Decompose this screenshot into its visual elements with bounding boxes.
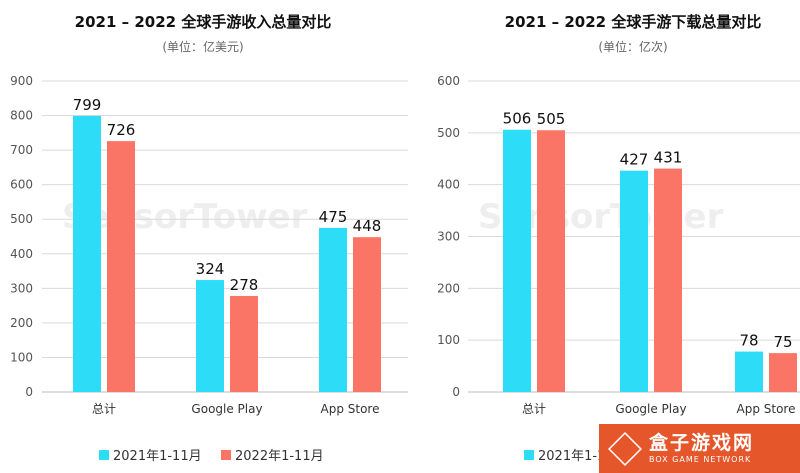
category-label: App Store [737,402,796,416]
logo-cn-text: 盒子游戏网 [649,431,755,454]
bar-2022 [654,168,682,392]
data-label: 475 [319,208,348,226]
bar-2021 [735,351,763,392]
legend-swatch-2021-right [524,450,534,460]
legend-label-2022-left: 2022年1-11月 [235,449,324,464]
legend-swatch-2022-left [221,450,231,460]
watermark-left: SensorTower [62,197,308,237]
data-label: 75 [773,333,792,351]
chart2-title: 2021 – 2022 全球手游下载总量对比 [505,13,762,31]
data-label: 427 [620,151,649,169]
data-label: 726 [107,121,136,139]
data-label: 78 [739,332,758,350]
y-tick-label: 600 [10,178,33,192]
category-label: App Store [321,402,380,416]
y-tick-label: 0 [452,385,460,399]
data-label: 448 [353,217,382,235]
y-tick-label: 400 [437,178,460,192]
y-tick-label: 100 [10,350,33,364]
data-label: 278 [230,276,259,294]
chart1-plot: 0 100 200 300 400 500 600 700 800 900 799 726 总计 324 2… [10,74,408,416]
bar-2021 [196,280,224,392]
bar-2022 [537,130,565,392]
box-game-network-logo: 盒子游戏网 BOX GAME NETWORK [599,424,800,473]
y-tick-label: 200 [437,281,460,295]
chart1-title: 2021 – 2022 全球手游收入总量对比 [75,13,332,31]
category-label: Google Play [191,402,262,416]
bar-2022 [769,353,797,392]
y-tick-label: 500 [437,126,460,140]
data-label: 506 [503,110,532,128]
y-tick-label: 0 [25,385,33,399]
cube-logo-icon [608,431,642,466]
y-tick-label: 100 [437,333,460,347]
y-tick-label: 900 [10,74,33,88]
y-tick-label: 400 [10,247,33,261]
bar-2022 [353,237,381,392]
bar-2022 [230,295,258,392]
category-label: 总计 [522,402,546,416]
logo-en-text: BOX GAME NETWORK [649,454,752,464]
bar-2022 [107,141,135,392]
data-label: 799 [73,96,102,114]
y-tick-label: 300 [437,230,460,244]
y-tick-label: 300 [10,281,33,295]
category-label: 总计 [92,402,116,416]
chart2-subtitle: (单位：亿次) [598,39,667,54]
bar-2021 [319,227,347,392]
category-label: Google Play [615,402,686,416]
y-tick-label: 700 [10,143,33,157]
y-tick-label: 800 [10,109,33,123]
legend-swatch-2021-left [99,450,109,460]
legend-label-2021-left: 2021年1-11月 [113,449,202,464]
chart2-plot: 0 100 200 300 400 500 600 506 505 总计 427 431 Google … [437,74,800,416]
y-tick-label: 200 [10,316,33,330]
y-tick-label: 600 [437,74,460,88]
bar-2021 [620,170,648,392]
data-label: 431 [654,149,683,167]
data-label: 324 [196,260,225,278]
chart1-subtitle: (单位：亿美元) [162,39,243,54]
bar-2021 [503,129,531,392]
data-label: 505 [537,110,566,128]
y-tick-label: 500 [10,212,33,226]
bar-2021 [73,115,101,392]
